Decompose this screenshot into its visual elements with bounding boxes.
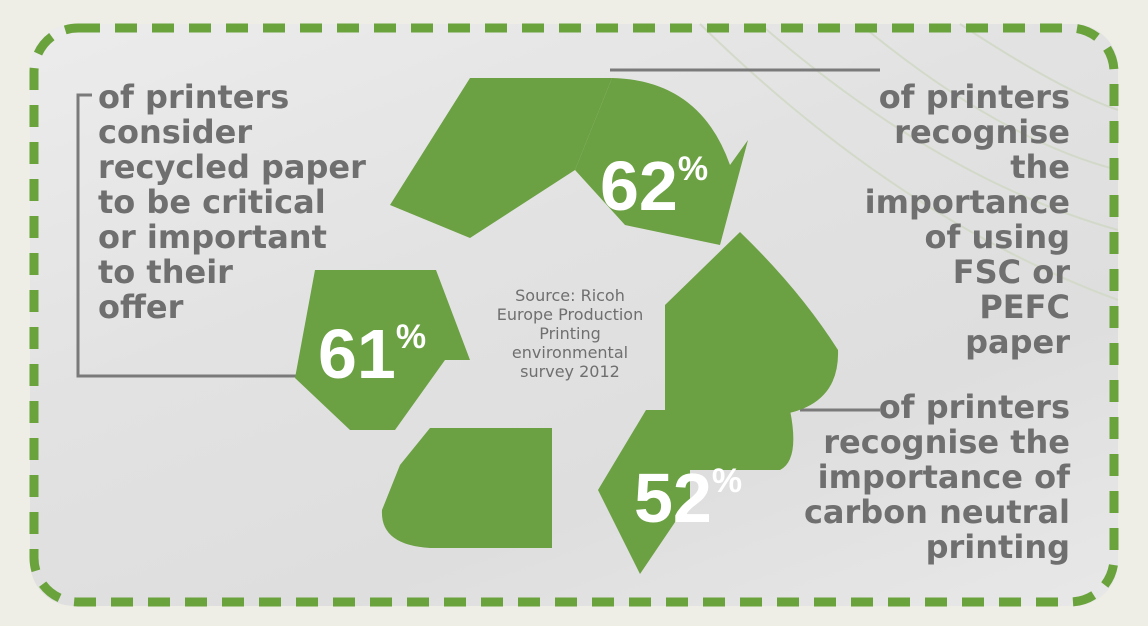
stat-recycled-unit: % [395,318,427,356]
recycle-arrows [295,78,839,574]
stat-carbon-value: 52 [634,459,712,537]
stat-recycled-percent: 61% [318,318,426,389]
stat-carbon-unit: % [711,462,743,500]
stat-fsc-value: 62 [600,147,678,225]
dashed-border [29,23,1119,607]
stat-carbon-text: of printers recognise the importance of … [803,388,1070,566]
stat-carbon-percent: 52% [634,462,742,533]
stat-recycled-text: of printers consider recycled paper to b… [98,78,366,326]
source-note: Source: Ricoh Europe Production Printing… [496,286,644,381]
stat-fsc-percent: 62% [600,150,708,221]
stat-recycled-value: 61 [318,315,396,393]
stat-fsc-unit: % [677,150,709,188]
stat-fsc-text: of printers recognise the importance of … [864,78,1070,361]
connector-lines [76,68,880,412]
decorative-swirls [699,23,1119,301]
